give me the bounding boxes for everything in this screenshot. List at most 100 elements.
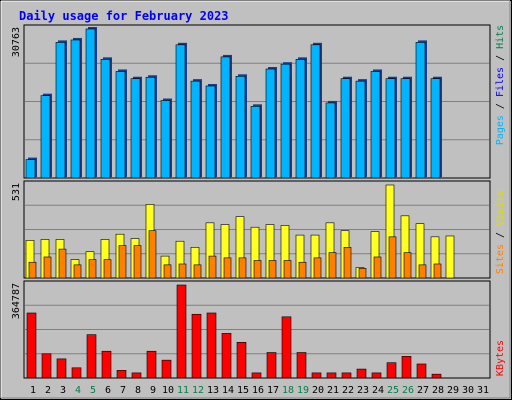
bar-hits-day-1 (25, 159, 36, 179)
x-tick-label: 17 (267, 385, 279, 396)
x-tick-label: 27 (417, 385, 429, 396)
bar-hits-day-25 (385, 78, 396, 179)
x-tick-label: 7 (120, 385, 126, 396)
bar-hits-day-5 (85, 28, 96, 179)
bar-hits-day-4 (70, 39, 81, 179)
x-tick-label: 31 (477, 385, 489, 396)
x-tick-label: 15 (237, 385, 249, 396)
bar-kbytes-day-6 (101, 350, 112, 379)
bar-hits-day-13 (205, 85, 216, 179)
bar-kbytes-day-8 (131, 372, 142, 379)
x-tick-label: 14 (222, 385, 234, 396)
bar-kbytes-day-19 (296, 352, 307, 379)
x-tick-label: 19 (297, 385, 309, 396)
bar-kbytes-day-11 (176, 284, 187, 379)
bar-hits-day-27 (415, 42, 426, 179)
bar-kbytes-day-23 (356, 368, 367, 379)
x-tick-label: 8 (135, 385, 141, 396)
bar-sites-day-22 (343, 247, 352, 279)
panel-visits: 531 (11, 180, 491, 279)
bar-kbytes-day-22 (341, 372, 352, 379)
bar-kbytes-day-13 (206, 312, 217, 379)
bar-kbytes-day-5 (86, 334, 97, 379)
bar-hits-day-17 (265, 68, 276, 179)
x-tick-label: 9 (150, 385, 156, 396)
bar-kbytes-day-14 (221, 333, 232, 379)
bar-sites-day-20 (313, 257, 322, 279)
x-tick-label: 30 (462, 385, 474, 396)
bar-sites-day-10 (163, 264, 172, 279)
bar-kbytes-day-21 (326, 372, 337, 379)
bar-kbytes-day-1 (26, 312, 37, 379)
hits-panel-legend: Pages / Files / Hits (495, 25, 506, 145)
bar-sites-day-18 (283, 260, 292, 279)
bar-kbytes-day-2 (41, 353, 52, 379)
panel-hits: 30763 (11, 24, 491, 179)
x-tick-label: 24 (372, 385, 384, 396)
bar-kbytes-day-25 (386, 362, 397, 379)
bar-kbytes-day-10 (161, 359, 172, 379)
x-tick-label: 23 (357, 385, 369, 396)
bar-kbytes-day-15 (236, 342, 247, 379)
x-tick-label: 1 (30, 385, 36, 396)
bar-kbytes-day-18 (281, 316, 292, 379)
kbytes-ymax-label: 364787 (11, 283, 22, 319)
x-tick-label: 2 (45, 385, 51, 396)
bar-hits-day-11 (175, 44, 186, 179)
bar-sites-day-21 (328, 252, 337, 279)
bar-kbytes-day-28 (431, 373, 442, 379)
panel-kbytes: 364787 (11, 280, 491, 379)
bar-sites-day-19 (298, 261, 307, 279)
bar-hits-day-18 (280, 63, 291, 179)
bar-sites-day-28 (433, 263, 442, 279)
bar-hits-day-3 (55, 42, 66, 179)
bar-kbytes-day-9 (146, 350, 157, 379)
bar-kbytes-day-26 (401, 356, 412, 379)
bar-sites-day-16 (253, 260, 262, 279)
bar-hits-day-28 (430, 78, 441, 179)
bar-sites-day-12 (193, 264, 202, 279)
hits-ymax-label: 30763 (11, 27, 22, 57)
bar-kbytes-day-27 (416, 363, 427, 379)
x-tick-label: 26 (402, 385, 414, 396)
x-tick-label: 5 (90, 385, 96, 396)
bar-sites-day-17 (268, 260, 277, 279)
bar-hits-day-10 (160, 100, 171, 179)
bar-sites-day-6 (103, 259, 112, 279)
bar-sites-day-15 (238, 257, 247, 279)
bar-hits-day-15 (235, 75, 246, 179)
x-tick-label: 4 (75, 385, 81, 396)
bar-hits-day-12 (190, 80, 201, 179)
bar-hits-day-23 (355, 80, 366, 179)
bar-sites-day-3 (58, 248, 67, 279)
visits-panel-legend: Sites / Visits (495, 190, 506, 274)
bar-visits-day-29 (445, 235, 455, 279)
bar-hits-day-24 (370, 71, 381, 179)
bar-sites-day-9 (148, 230, 157, 279)
bar-hits-day-19 (295, 59, 306, 179)
x-tick-label: 6 (105, 385, 111, 396)
bar-kbytes-day-7 (116, 370, 127, 379)
bar-hits-day-20 (310, 44, 321, 179)
x-tick-label: 21 (327, 385, 339, 396)
x-tick-label: 11 (177, 385, 189, 396)
bar-hits-day-16 (250, 106, 261, 179)
bar-kbytes-day-20 (311, 372, 322, 379)
visits-ymax-label: 531 (11, 183, 22, 201)
bar-sites-day-5 (88, 259, 97, 279)
bar-hits-day-7 (115, 71, 126, 179)
bar-sites-day-1 (28, 261, 37, 279)
bar-sites-day-24 (373, 256, 382, 279)
bar-kbytes-day-24 (371, 372, 382, 379)
bar-hits-day-2 (40, 95, 51, 179)
bar-kbytes-day-17 (266, 352, 277, 379)
x-tick-label: 28 (432, 385, 444, 396)
bar-hits-day-8 (130, 78, 141, 179)
bar-hits-day-14 (220, 56, 231, 179)
x-tick-label: 10 (162, 385, 174, 396)
bar-sites-day-7 (118, 245, 127, 279)
bar-hits-day-6 (100, 59, 111, 179)
x-tick-label: 13 (207, 385, 219, 396)
bar-sites-day-8 (133, 245, 142, 279)
